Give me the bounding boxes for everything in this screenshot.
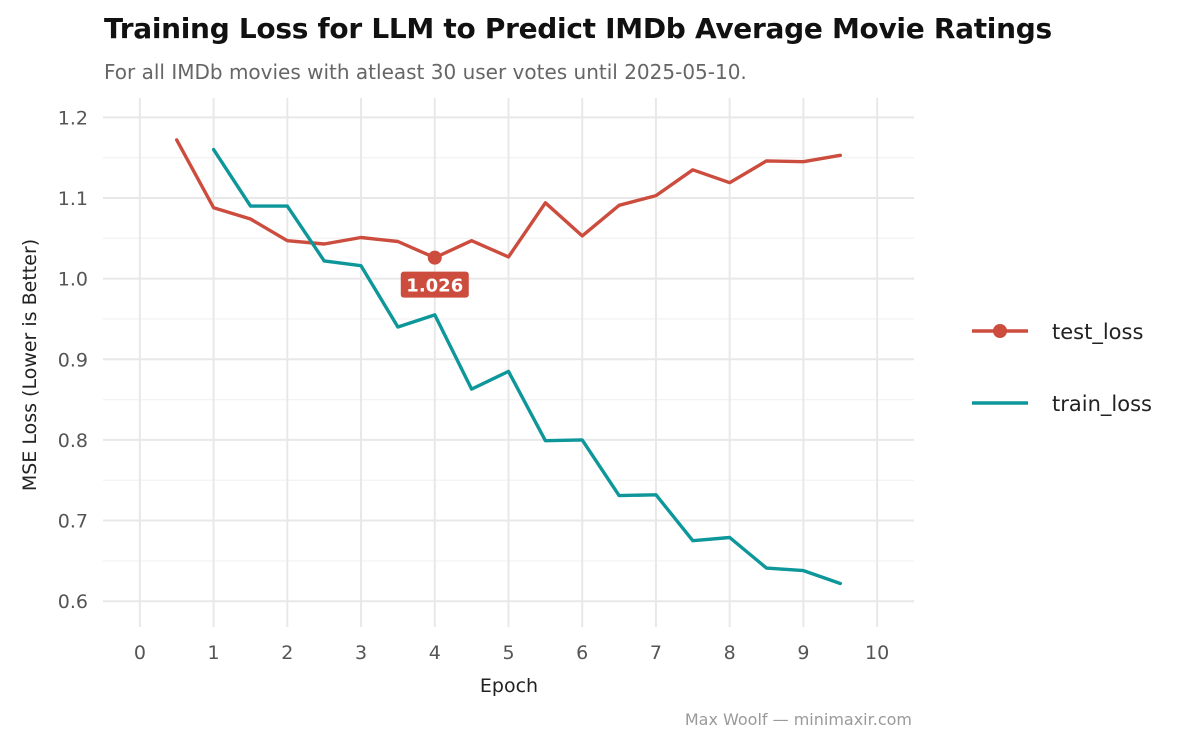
y-tick-label: 0.6 xyxy=(58,591,88,613)
x-axis-title: Epoch xyxy=(480,675,538,697)
chart-caption: Max Woolf — minimaxir.com xyxy=(684,710,912,729)
chart-title: Training Loss for LLM to Predict IMDb Av… xyxy=(104,12,1052,45)
series-line-test_loss xyxy=(174,138,842,260)
annotated-point xyxy=(427,250,442,265)
series-line-train_loss xyxy=(211,147,842,586)
y-tick-label: 0.9 xyxy=(58,349,88,371)
x-tick-label: 8 xyxy=(724,642,736,664)
x-tick-label: 1 xyxy=(208,642,220,664)
y-tick-label: 0.7 xyxy=(58,511,88,533)
x-tick-label: 10 xyxy=(865,642,889,664)
legend: test_loss train_loss xyxy=(972,320,1152,417)
x-tick-label: 6 xyxy=(576,642,588,664)
x-tick-label: 3 xyxy=(355,642,367,664)
x-tick-label: 4 xyxy=(429,642,441,664)
x-tick-label: 5 xyxy=(502,642,514,664)
x-tick-label: 0 xyxy=(134,642,146,664)
x-tick-label: 9 xyxy=(797,642,809,664)
y-tick-label: 1.2 xyxy=(58,107,88,129)
legend-label-test_loss: test_loss xyxy=(1052,320,1143,345)
y-tick-label: 0.8 xyxy=(58,430,88,452)
chart-subtitle: For all IMDb movies with atleast 30 user… xyxy=(104,60,747,84)
legend-key-point xyxy=(993,324,1007,338)
y-tick-label: 1.0 xyxy=(58,269,88,291)
major-gridlines xyxy=(103,98,914,627)
annotations: 1.026 xyxy=(400,271,469,298)
y-axis-ticks: 0.6 0.7 0.8 0.9 1.0 1.1 1.2 xyxy=(58,107,88,613)
x-tick-label: 7 xyxy=(650,642,662,664)
y-axis-title: MSE Loss (Lower is Better) xyxy=(19,239,41,491)
annotation-label: 1.026 xyxy=(406,276,463,297)
x-axis-ticks: 0 1 2 3 4 5 6 7 8 9 10 xyxy=(134,642,889,664)
data-points xyxy=(427,250,442,265)
x-tick-label: 2 xyxy=(281,642,293,664)
legend-label-train_loss: train_loss xyxy=(1052,392,1152,417)
series-lines xyxy=(174,138,842,586)
y-tick-label: 1.1 xyxy=(58,188,88,210)
annotation-label-box xyxy=(400,271,469,298)
